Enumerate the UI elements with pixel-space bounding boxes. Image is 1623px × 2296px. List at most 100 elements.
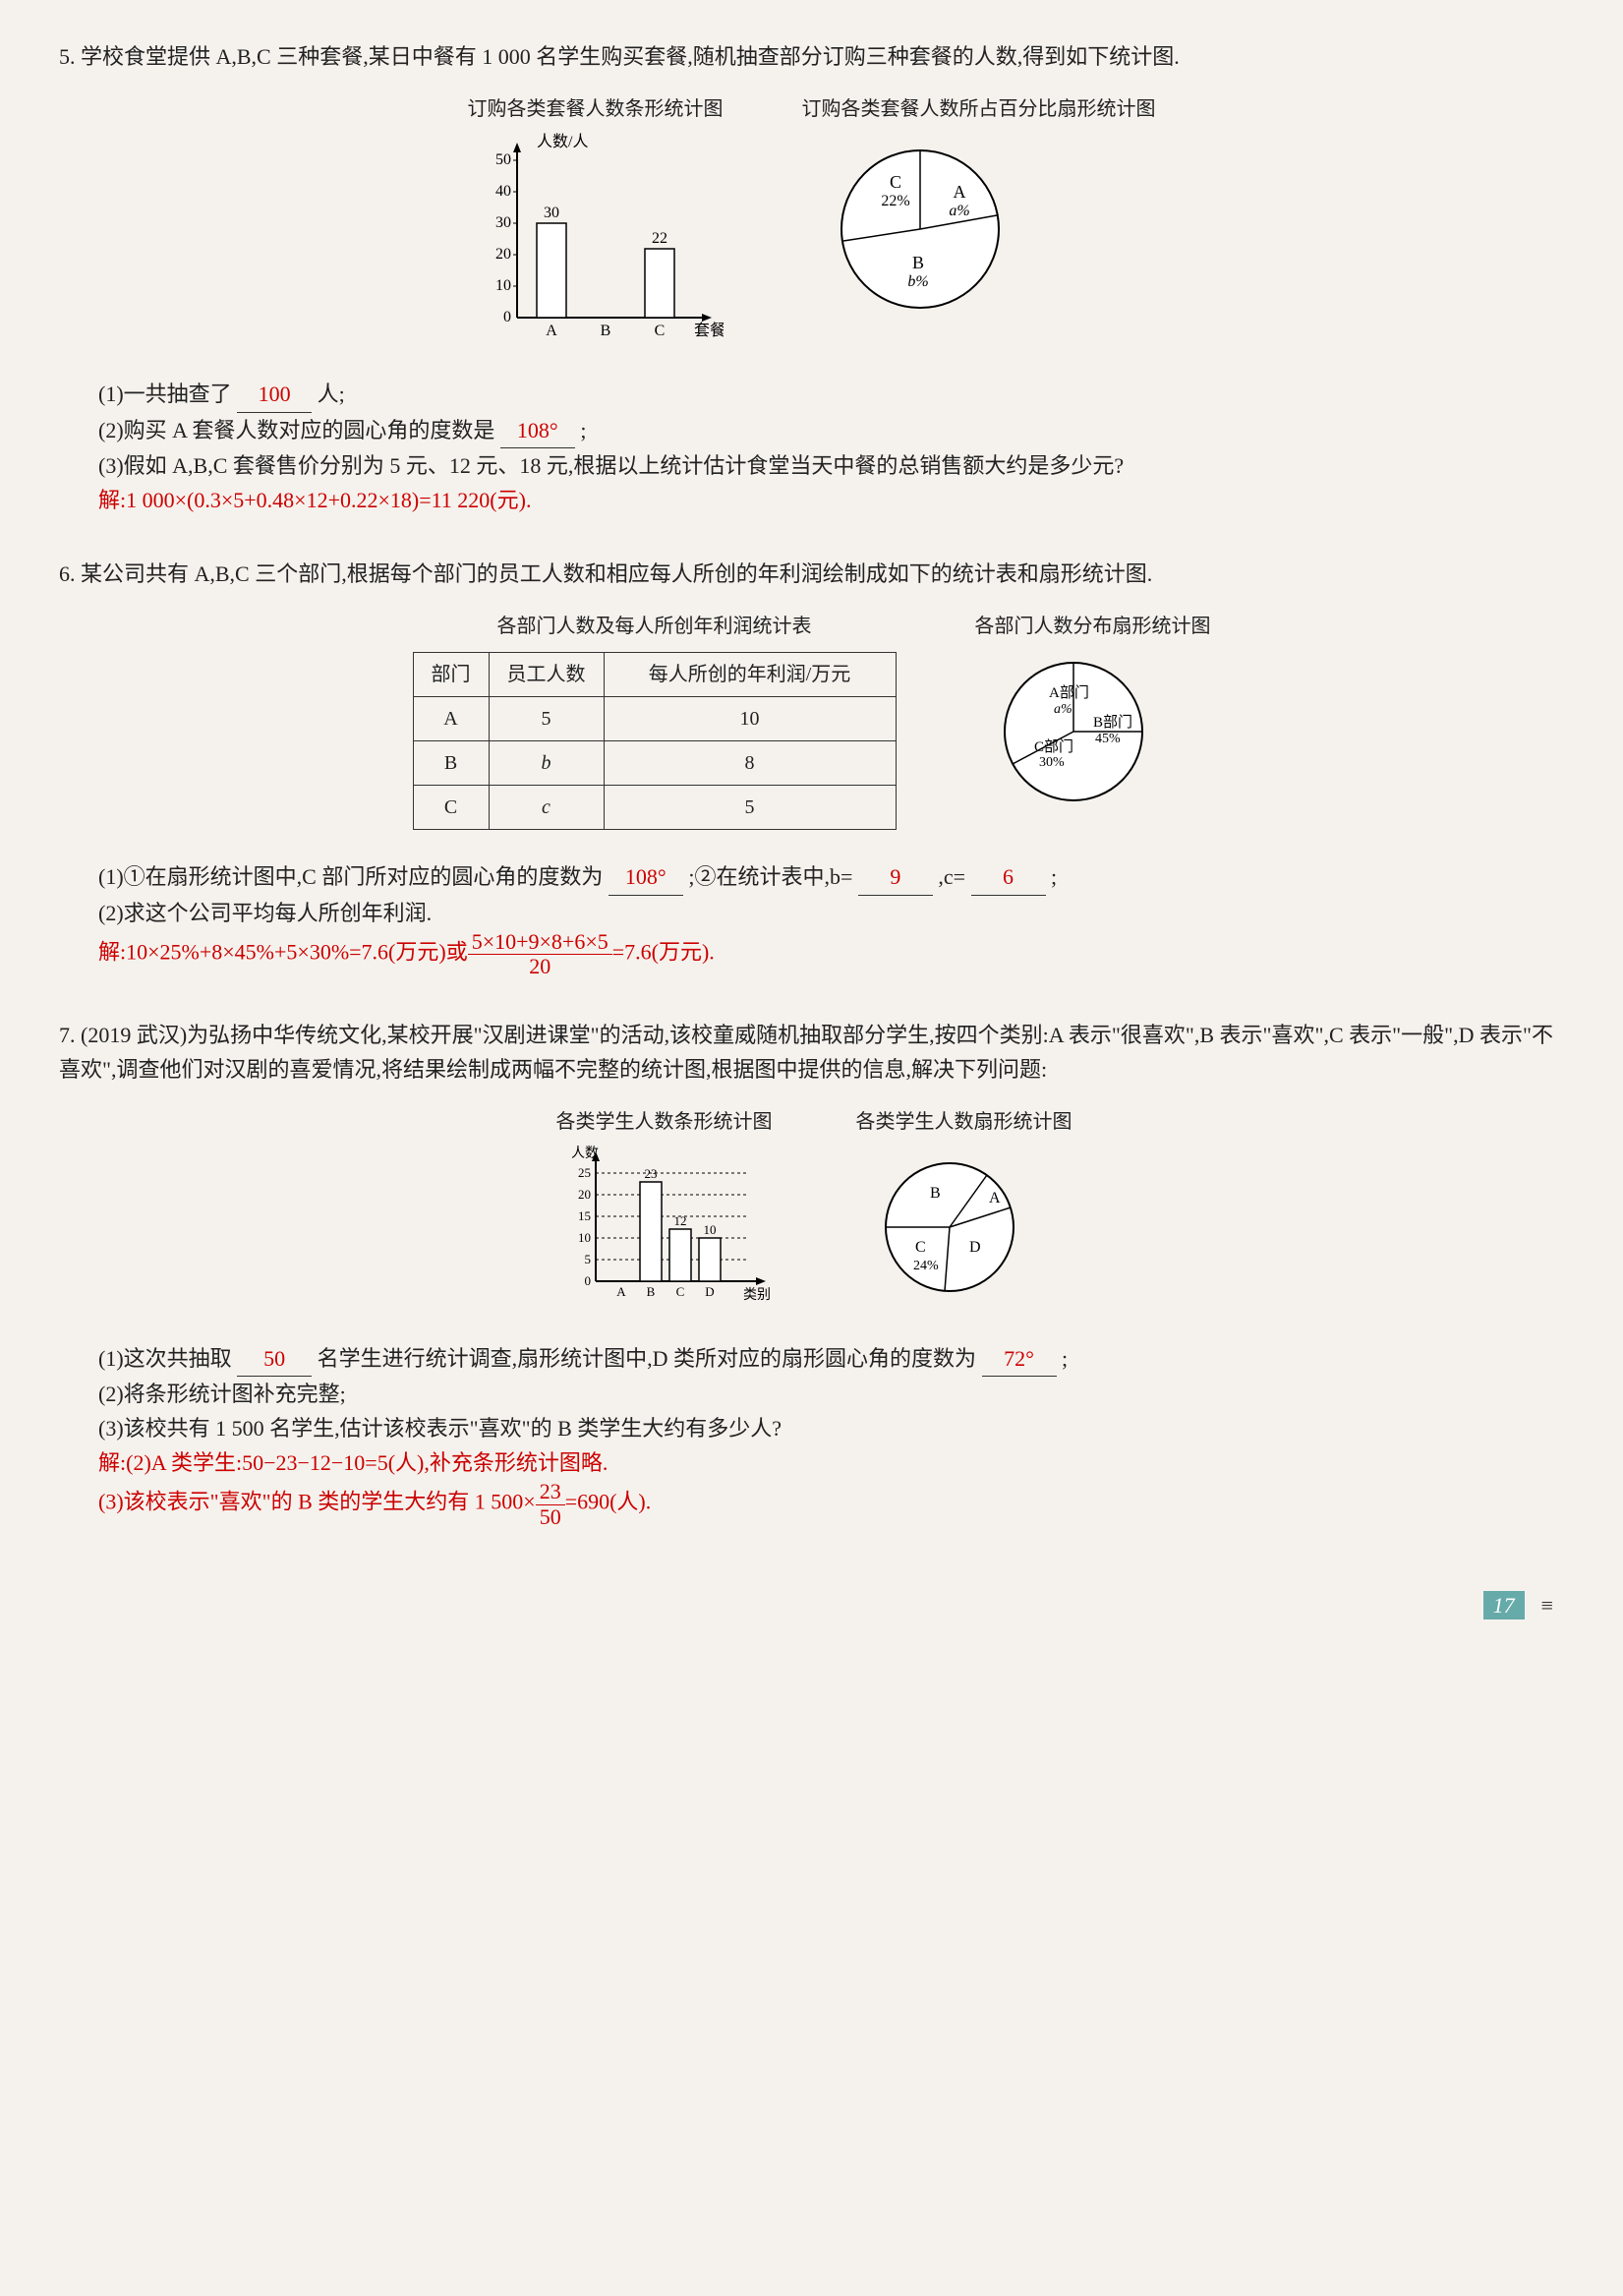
svg-text:b%: b%	[907, 273, 928, 290]
q6-text: 某公司共有 A,B,C 三个部门,根据每个部门的员工人数和相应每人所创的年利润绘…	[81, 561, 1152, 586]
svg-text:30: 30	[495, 214, 511, 231]
svg-text:50: 50	[495, 151, 511, 168]
q7-sub1-p2: 名学生进行统计调查,扇形统计图中,D 类所对应的扇形圆心角的度数为	[318, 1346, 976, 1371]
q6-pie-chart: A部门 a% B部门 45% C部门 30%	[975, 648, 1172, 815]
q6-sub2: (2)求这个公司平均每人所创年利润.	[59, 896, 1564, 930]
q6-pie-container: 各部门人数分布扇形统计图 A部门 a% B部门 45% C部门 30%	[975, 611, 1211, 825]
q7-sol: 解:(2)A 类学生:50−23−12−10=5(人),补充条形统计图略.	[59, 1445, 1564, 1480]
q7-sol-label: 解:	[98, 1450, 126, 1475]
q5-pie-chart-container: 订购各类套餐人数所占百分比扇形统计图 C 22% A a% B b%	[802, 93, 1156, 357]
svg-text:B部门: B部门	[1093, 714, 1132, 731]
q6-charts: 各部门人数及每人所创年利润统计表 部门 员工人数 每人所创的年利润/万元 A 5…	[59, 611, 1564, 840]
problem-6: 6. 某公司共有 A,B,C 三个部门,根据每个部门的员工人数和相应每人所创的年…	[59, 557, 1564, 978]
q7-bar-container: 各类学生人数条形统计图 0 5 10 15 20 25	[551, 1106, 778, 1321]
q7-sol3: (3)该校表示"喜欢"的 B 类的学生大约有 1 500×2350=690(人)…	[59, 1480, 1564, 1528]
q7-sol3b: =690(人).	[565, 1490, 652, 1514]
q7-text: (2019 武汉)为弘扬中华传统文化,某校开展"汉剧进课堂"的活动,该校童威随机…	[59, 1023, 1553, 1082]
th: 部门	[413, 653, 489, 697]
q5-text: 学校食堂提供 A,B,C 三种套餐,某日中餐有 1 000 名学生购买套餐,随机…	[81, 44, 1180, 69]
q5-sol-body: 1 000×(0.3×5+0.48×12+0.22×18)=11 220(元).	[126, 488, 531, 512]
svg-text:10: 10	[495, 277, 511, 294]
q7-bar-ylabel: 人数	[571, 1146, 599, 1161]
svg-text:30%: 30%	[1039, 755, 1065, 770]
q6-pie-title: 各部门人数分布扇形统计图	[975, 611, 1211, 642]
q6-sol-a: 10×25%+8×45%+5×30%=7.6(万元)或	[126, 939, 468, 964]
fraction: 5×10+9×8+6×520	[468, 930, 612, 978]
q5-sub1-answer: 100	[237, 377, 312, 412]
fraction: 2350	[536, 1480, 565, 1528]
q5-sub2-label: (2)购买 A 套餐人数对应的圆心角的度数是	[98, 418, 494, 442]
svg-text:A: A	[616, 1284, 626, 1299]
q7-sub3: (3)该校共有 1 500 名学生,估计该校表示"喜欢"的 B 类学生大约有多少…	[59, 1411, 1564, 1445]
svg-text:0: 0	[503, 309, 511, 325]
table-row: A 5 10	[413, 697, 896, 741]
q7-sub1-a2: 72°	[982, 1341, 1057, 1377]
svg-text:B: B	[646, 1284, 655, 1299]
td: C	[413, 786, 489, 830]
td: b	[489, 741, 604, 786]
q7-sub1-p3: ;	[1062, 1346, 1068, 1371]
q6-table: 部门 员工人数 每人所创的年利润/万元 A 5 10 B b 8 C c	[413, 652, 897, 830]
q7-sub2: (2)将条形统计图补充完整;	[59, 1377, 1564, 1411]
q5-sub3: (3)假如 A,B,C 套餐售价分别为 5 元、12 元、18 元,根据以上统计…	[59, 448, 1564, 483]
svg-text:A部门: A部门	[1049, 684, 1089, 701]
q5-sub3-sol: 解:1 000×(0.3×5+0.48×12+0.22×18)=11 220(元…	[59, 483, 1564, 517]
td: c	[489, 786, 604, 830]
svg-text:C: C	[654, 323, 665, 339]
svg-text:30: 30	[544, 205, 559, 221]
frac-den: 50	[536, 1505, 565, 1529]
svg-text:45%: 45%	[1095, 732, 1121, 746]
q7-pie-chart: B A C 24% D	[856, 1144, 1043, 1311]
table-row: 部门 员工人数 每人所创的年利润/万元	[413, 653, 896, 697]
svg-text:A: A	[953, 182, 965, 202]
frac-den: 20	[468, 955, 612, 978]
frac-num: 23	[536, 1480, 565, 1504]
q6-sub1-a3: 6	[971, 859, 1046, 895]
q5-sub1-suffix: 人;	[318, 382, 345, 406]
td: B	[413, 741, 489, 786]
table-row: B b 8	[413, 741, 896, 786]
page-number-value: 17	[1483, 1591, 1525, 1619]
svg-text:C部门: C部门	[1034, 738, 1073, 755]
page-number: 17 ≡	[59, 1588, 1564, 1622]
svg-text:10: 10	[578, 1230, 591, 1245]
q5-pie-title: 订购各类套餐人数所占百分比扇形统计图	[802, 93, 1156, 125]
q5-sub2-suffix: ;	[580, 418, 586, 442]
svg-text:C: C	[915, 1239, 926, 1256]
q7-bar-chart: 0 5 10 15 20 25 人数 类别 23	[551, 1144, 778, 1311]
td: 8	[604, 741, 896, 786]
svg-text:B: B	[930, 1185, 941, 1202]
svg-text:24%: 24%	[913, 1259, 939, 1273]
q7-sub1-p1: (1)这次共抽取	[98, 1346, 232, 1371]
problem-5: 5. 学校食堂提供 A,B,C 三种套餐,某日中餐有 1 000 名学生购买套餐…	[59, 39, 1564, 517]
q5-bar-chart-container: 订购各类套餐人数条形统计图 0 10 20 30 40 50	[468, 93, 724, 357]
q5-bar-chart: 0 10 20 30 40 50 人数/人 套餐 30	[468, 131, 724, 347]
q5-sub2-answer: 108°	[500, 413, 575, 448]
svg-text:D: D	[705, 1284, 714, 1299]
svg-text:25: 25	[578, 1165, 591, 1180]
q6-sol-label: 解:	[98, 939, 126, 964]
q7-pie-container: 各类学生人数扇形统计图 B A C 24% D	[856, 1106, 1072, 1321]
q5-sub1: (1)一共抽查了 100 人;	[59, 377, 1564, 412]
q7-sol3a: (3)该校表示"喜欢"的 B 类的学生大约有 1 500×	[98, 1490, 536, 1514]
q7-bar-xlabel: 类别	[743, 1287, 771, 1303]
q5-sol-label: 解:	[98, 488, 126, 512]
svg-text:10: 10	[703, 1222, 716, 1237]
th: 每人所创的年利润/万元	[604, 653, 896, 697]
svg-text:22: 22	[652, 230, 667, 247]
svg-text:a%: a%	[949, 203, 969, 219]
q7-sub1: (1)这次共抽取 50 名学生进行统计调查,扇形统计图中,D 类所对应的扇形圆心…	[59, 1341, 1564, 1377]
svg-text:A: A	[989, 1190, 1001, 1207]
q5-pie-chart: C 22% A a% B b%	[802, 131, 1038, 327]
svg-text:A: A	[546, 323, 557, 339]
q6-number: 6.	[59, 561, 76, 586]
q6-table-container: 各部门人数及每人所创年利润统计表 部门 员工人数 每人所创的年利润/万元 A 5…	[413, 611, 897, 840]
svg-text:5: 5	[584, 1252, 591, 1266]
q7-number: 7.	[59, 1023, 76, 1047]
svg-text:C: C	[675, 1284, 684, 1299]
svg-text:22%: 22%	[881, 193, 909, 209]
svg-text:a%: a%	[1054, 702, 1072, 717]
td: 5	[489, 697, 604, 741]
q5-charts: 订购各类套餐人数条形统计图 0 10 20 30 40 50	[59, 93, 1564, 357]
problem-7: 7. (2019 武汉)为弘扬中华传统文化,某校开展"汉剧进课堂"的活动,该校童…	[59, 1018, 1564, 1529]
